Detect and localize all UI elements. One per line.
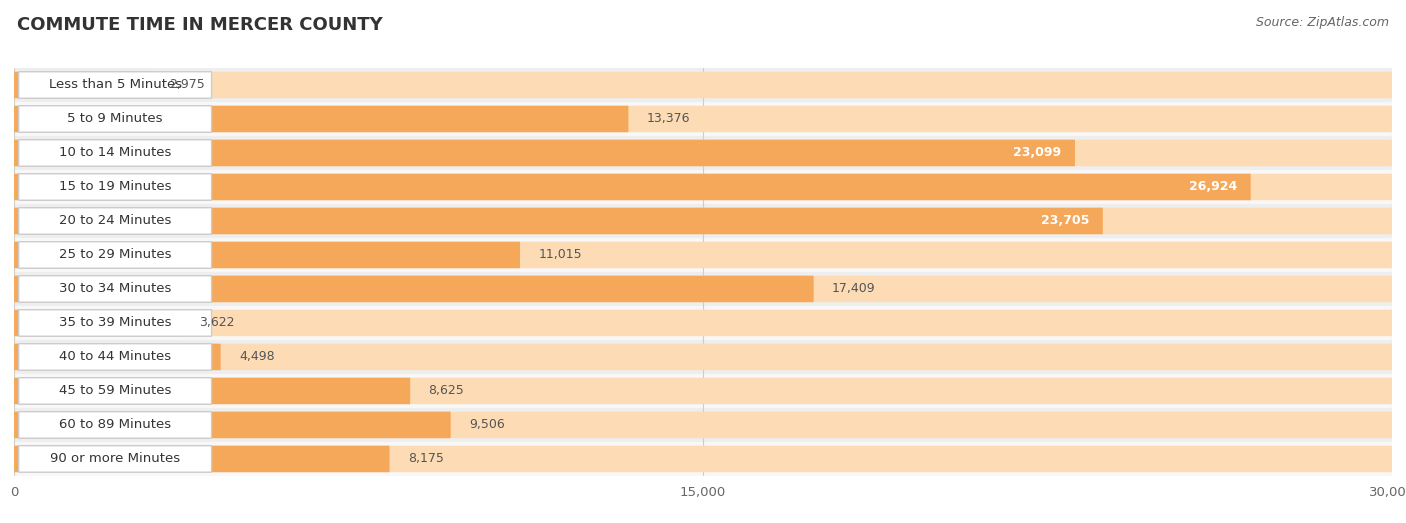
FancyBboxPatch shape — [18, 310, 211, 336]
Text: 23,705: 23,705 — [1040, 214, 1090, 228]
FancyBboxPatch shape — [14, 140, 1392, 166]
FancyBboxPatch shape — [18, 72, 211, 98]
FancyBboxPatch shape — [14, 204, 1392, 238]
FancyBboxPatch shape — [14, 272, 1392, 306]
FancyBboxPatch shape — [14, 344, 1392, 370]
FancyBboxPatch shape — [14, 238, 1392, 272]
FancyBboxPatch shape — [14, 102, 1392, 136]
FancyBboxPatch shape — [14, 310, 180, 336]
Text: Source: ZipAtlas.com: Source: ZipAtlas.com — [1256, 16, 1389, 29]
FancyBboxPatch shape — [18, 174, 211, 200]
FancyBboxPatch shape — [14, 446, 389, 472]
Text: 2,975: 2,975 — [169, 78, 205, 92]
FancyBboxPatch shape — [14, 306, 1392, 340]
Text: 25 to 29 Minutes: 25 to 29 Minutes — [59, 248, 172, 262]
FancyBboxPatch shape — [14, 378, 1392, 404]
FancyBboxPatch shape — [14, 344, 221, 370]
Text: 5 to 9 Minutes: 5 to 9 Minutes — [67, 112, 163, 126]
Text: 60 to 89 Minutes: 60 to 89 Minutes — [59, 418, 172, 431]
FancyBboxPatch shape — [18, 412, 211, 438]
Text: 30 to 34 Minutes: 30 to 34 Minutes — [59, 282, 172, 295]
FancyBboxPatch shape — [14, 408, 1392, 442]
Text: 45 to 59 Minutes: 45 to 59 Minutes — [59, 384, 172, 397]
Text: 17,409: 17,409 — [832, 282, 876, 295]
FancyBboxPatch shape — [14, 276, 814, 302]
FancyBboxPatch shape — [14, 174, 1251, 200]
FancyBboxPatch shape — [14, 208, 1392, 234]
FancyBboxPatch shape — [14, 310, 1392, 336]
Text: 10 to 14 Minutes: 10 to 14 Minutes — [59, 146, 172, 160]
FancyBboxPatch shape — [14, 140, 1076, 166]
FancyBboxPatch shape — [18, 378, 211, 404]
Text: 11,015: 11,015 — [538, 248, 582, 262]
Text: Less than 5 Minutes: Less than 5 Minutes — [49, 78, 181, 92]
Text: 40 to 44 Minutes: 40 to 44 Minutes — [59, 350, 172, 363]
FancyBboxPatch shape — [14, 242, 1392, 268]
Text: 15 to 19 Minutes: 15 to 19 Minutes — [59, 180, 172, 194]
FancyBboxPatch shape — [18, 344, 211, 370]
Text: 3,622: 3,622 — [198, 316, 235, 329]
FancyBboxPatch shape — [14, 442, 1392, 476]
FancyBboxPatch shape — [14, 378, 411, 404]
FancyBboxPatch shape — [14, 72, 150, 98]
FancyBboxPatch shape — [14, 68, 1392, 102]
FancyBboxPatch shape — [14, 446, 1392, 472]
FancyBboxPatch shape — [14, 412, 1392, 438]
FancyBboxPatch shape — [18, 276, 211, 302]
FancyBboxPatch shape — [14, 106, 628, 132]
Text: 26,924: 26,924 — [1188, 180, 1237, 194]
FancyBboxPatch shape — [14, 72, 1392, 98]
Text: 23,099: 23,099 — [1014, 146, 1062, 160]
Text: 4,498: 4,498 — [239, 350, 274, 363]
Text: 13,376: 13,376 — [647, 112, 690, 126]
Text: COMMUTE TIME IN MERCER COUNTY: COMMUTE TIME IN MERCER COUNTY — [17, 16, 382, 33]
Text: 9,506: 9,506 — [470, 418, 505, 431]
FancyBboxPatch shape — [14, 340, 1392, 374]
FancyBboxPatch shape — [18, 242, 211, 268]
FancyBboxPatch shape — [14, 136, 1392, 170]
FancyBboxPatch shape — [14, 174, 1392, 200]
FancyBboxPatch shape — [14, 170, 1392, 204]
Text: 8,175: 8,175 — [408, 452, 444, 465]
FancyBboxPatch shape — [14, 374, 1392, 408]
FancyBboxPatch shape — [18, 106, 211, 132]
FancyBboxPatch shape — [18, 140, 211, 166]
FancyBboxPatch shape — [18, 446, 211, 472]
Text: 20 to 24 Minutes: 20 to 24 Minutes — [59, 214, 172, 228]
FancyBboxPatch shape — [14, 106, 1392, 132]
Text: 90 or more Minutes: 90 or more Minutes — [51, 452, 180, 465]
FancyBboxPatch shape — [14, 208, 1102, 234]
FancyBboxPatch shape — [14, 242, 520, 268]
Text: 8,625: 8,625 — [429, 384, 464, 397]
Text: 35 to 39 Minutes: 35 to 39 Minutes — [59, 316, 172, 329]
FancyBboxPatch shape — [18, 208, 211, 234]
FancyBboxPatch shape — [14, 412, 451, 438]
FancyBboxPatch shape — [14, 276, 1392, 302]
